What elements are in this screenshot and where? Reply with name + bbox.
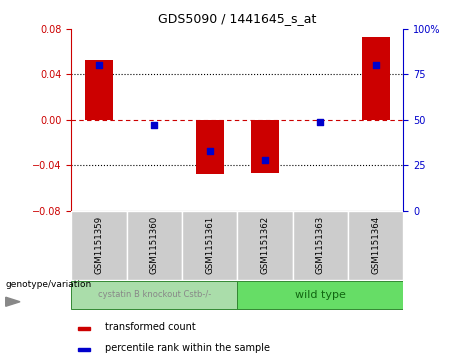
- Bar: [182, 211, 237, 280]
- Text: percentile rank within the sample: percentile rank within the sample: [105, 343, 270, 353]
- Text: cystatin B knockout Cstb-/-: cystatin B knockout Cstb-/-: [98, 290, 211, 299]
- Text: wild type: wild type: [295, 290, 346, 300]
- FancyBboxPatch shape: [71, 281, 237, 309]
- Bar: [348, 211, 403, 280]
- Bar: [362, 37, 390, 120]
- Polygon shape: [6, 297, 20, 306]
- Point: [95, 62, 103, 68]
- Text: GSM1151360: GSM1151360: [150, 216, 159, 274]
- Bar: [71, 211, 127, 280]
- Point: [151, 122, 158, 128]
- Text: GSM1151363: GSM1151363: [316, 216, 325, 274]
- Point: [372, 62, 379, 68]
- Bar: [293, 211, 348, 280]
- Bar: [237, 211, 293, 280]
- Bar: [196, 120, 224, 174]
- Text: GSM1151362: GSM1151362: [260, 216, 270, 274]
- Text: genotype/variation: genotype/variation: [6, 281, 92, 289]
- Bar: [78, 327, 90, 330]
- Point: [317, 119, 324, 125]
- Point: [206, 148, 213, 154]
- Bar: [78, 348, 90, 351]
- FancyBboxPatch shape: [237, 281, 403, 309]
- Bar: [251, 120, 279, 173]
- Point: [261, 157, 269, 163]
- Text: transformed count: transformed count: [105, 322, 195, 332]
- Text: GSM1151364: GSM1151364: [371, 216, 380, 274]
- Title: GDS5090 / 1441645_s_at: GDS5090 / 1441645_s_at: [158, 12, 317, 25]
- Text: GSM1151359: GSM1151359: [95, 216, 104, 274]
- Bar: [127, 211, 182, 280]
- Text: GSM1151361: GSM1151361: [205, 216, 214, 274]
- Bar: [85, 60, 113, 120]
